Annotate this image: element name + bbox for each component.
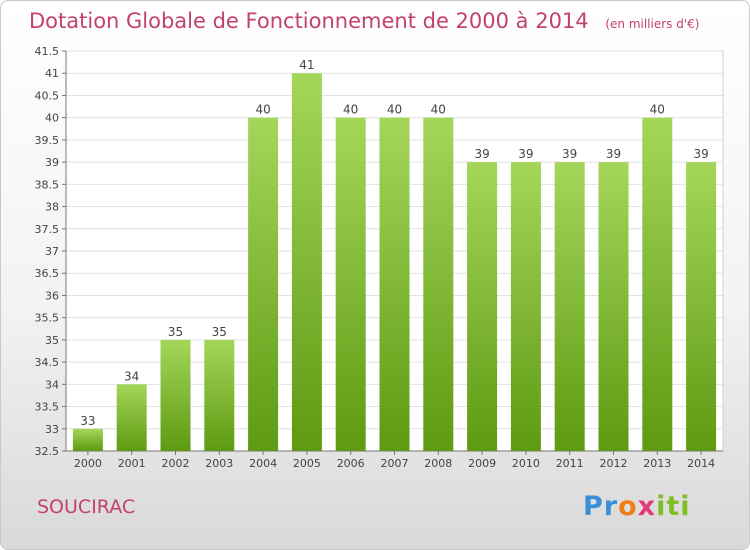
- chart-title: Dotation Globale de Fonctionnement de 20…: [29, 9, 699, 33]
- brand-part-4: iti: [656, 491, 691, 522]
- y-tick-label: 39.5: [35, 134, 60, 147]
- data-label-2009: 39: [474, 147, 489, 161]
- data-label-2012: 39: [606, 147, 621, 161]
- y-tick-label: 37: [45, 245, 59, 258]
- data-label-2005: 41: [299, 58, 314, 72]
- data-label-2007: 40: [387, 103, 402, 117]
- bar-2014: [686, 162, 717, 451]
- x-tick-label-2006: 2006: [337, 457, 365, 470]
- data-label-2014: 39: [693, 147, 708, 161]
- y-tick-label: 35: [45, 334, 59, 347]
- data-label-2003: 35: [212, 325, 227, 339]
- x-tick-label-2000: 2000: [74, 457, 102, 470]
- x-tick-label-2009: 2009: [468, 457, 496, 470]
- y-tick-label: 34: [45, 378, 59, 391]
- y-tick-label: 36.5: [35, 267, 60, 280]
- title-text: Dotation Globale de Fonctionnement de 20…: [29, 9, 589, 33]
- x-tick-label-2013: 2013: [643, 457, 671, 470]
- brand-part-2: o: [618, 491, 638, 522]
- x-tick-label-2004: 2004: [249, 457, 277, 470]
- bar-2001: [116, 384, 147, 451]
- data-label-2001: 34: [124, 369, 139, 383]
- x-tick-label-2007: 2007: [381, 457, 409, 470]
- data-label-2011: 39: [562, 147, 577, 161]
- data-label-2006: 40: [343, 103, 358, 117]
- bar-2005: [291, 73, 322, 451]
- y-tick-label: 34.5: [35, 356, 60, 369]
- proxiti-logo: Proxiti: [583, 491, 691, 522]
- data-label-2008: 40: [431, 103, 446, 117]
- y-tick-label: 39: [45, 156, 59, 169]
- bar-2003: [204, 339, 235, 451]
- bar-2013: [642, 117, 673, 452]
- unit-text: (en milliers d'€): [605, 17, 700, 31]
- bar-2009: [467, 162, 498, 451]
- bar-2008: [423, 117, 454, 452]
- data-label-2010: 39: [518, 147, 533, 161]
- y-tick-label: 33.5: [35, 401, 60, 414]
- x-tick-label-2003: 2003: [205, 457, 233, 470]
- data-label-2000: 33: [80, 414, 95, 428]
- bar-2000: [72, 428, 103, 451]
- x-tick-label-2008: 2008: [424, 457, 452, 470]
- bar-2004: [248, 117, 279, 452]
- x-tick-label-2010: 2010: [512, 457, 540, 470]
- bar-2006: [335, 117, 366, 452]
- x-tick-label-2005: 2005: [293, 457, 321, 470]
- y-tick-label: 36: [45, 289, 59, 302]
- y-tick-label: 32.5: [35, 445, 60, 458]
- brand-part-1: Pr: [583, 491, 619, 522]
- x-tick-label-2001: 2001: [118, 457, 146, 470]
- y-tick-label: 40: [45, 112, 59, 125]
- data-label-2004: 40: [255, 103, 270, 117]
- bar-2002: [160, 339, 191, 451]
- bar-2011: [554, 162, 585, 451]
- x-tick-label-2011: 2011: [556, 457, 584, 470]
- y-tick-label: 38: [45, 201, 59, 214]
- y-tick-label: 33: [45, 423, 59, 436]
- bar-2012: [598, 162, 629, 451]
- data-label-2002: 35: [168, 325, 183, 339]
- bar-2010: [510, 162, 541, 451]
- brand-part-3: x: [637, 491, 657, 522]
- bar-2007: [379, 117, 410, 452]
- y-tick-label: 37.5: [35, 223, 60, 236]
- x-tick-label-2014: 2014: [687, 457, 715, 470]
- data-label-2013: 40: [650, 103, 665, 117]
- y-tick-label: 38.5: [35, 178, 60, 191]
- y-tick-label: 35.5: [35, 312, 60, 325]
- x-tick-label-2002: 2002: [162, 457, 190, 470]
- x-tick-label-2012: 2012: [600, 457, 628, 470]
- y-tick-label: 41.5: [35, 45, 60, 58]
- commune-name: SOUCIRAC: [37, 496, 136, 518]
- y-tick-label: 41: [45, 67, 59, 80]
- y-tick-label: 40.5: [35, 89, 60, 102]
